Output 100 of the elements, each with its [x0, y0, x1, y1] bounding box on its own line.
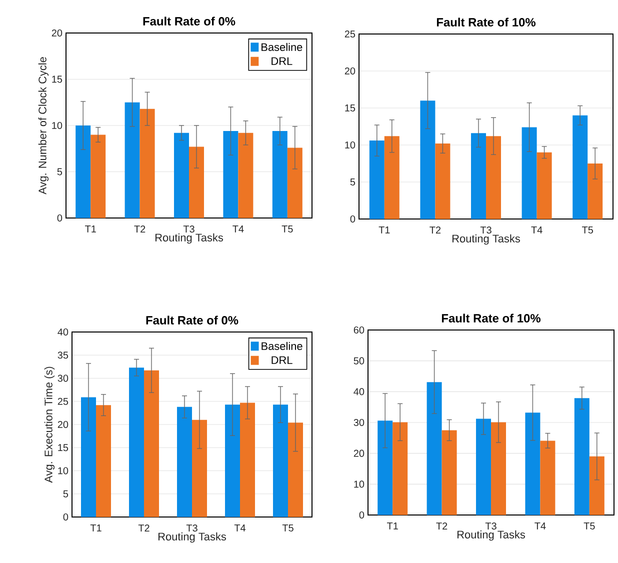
bar: [435, 144, 450, 219]
bar: [525, 412, 540, 515]
bar: [486, 136, 502, 219]
bar: [188, 146, 204, 218]
bar: [140, 108, 155, 218]
bar: [378, 420, 393, 515]
y-tick-label: 40: [58, 328, 68, 336]
x-tick-label: T4: [234, 524, 246, 532]
bar: [192, 420, 207, 517]
y-tick-label: 15: [58, 444, 68, 452]
bar: [369, 140, 384, 219]
y-axis-title: Avg. Number of Clock Cycle: [38, 57, 49, 194]
x-axis-title: Routing Tasks: [457, 530, 526, 541]
bar: [384, 136, 400, 219]
bar: [420, 100, 436, 219]
y-tick-label: 10: [58, 467, 68, 474]
bar: [144, 370, 159, 517]
y-tick-label: 20: [52, 29, 62, 37]
y-tick-label: 10: [52, 122, 62, 130]
x-tick-label: T5: [282, 226, 293, 232]
x-tick-label: T5: [282, 524, 294, 532]
bar: [588, 163, 603, 219]
bar: [392, 422, 408, 515]
bar: [174, 132, 189, 218]
bar: [540, 440, 556, 515]
bar: [129, 368, 144, 517]
y-tick-label: 30: [58, 374, 68, 382]
bar: [76, 125, 91, 218]
y-tick-label: 15: [345, 104, 356, 112]
bar: [177, 406, 192, 517]
legend-label: DRL: [272, 356, 292, 364]
bar: [471, 133, 486, 219]
bar: [81, 397, 96, 517]
y-tick-label: 10: [345, 141, 356, 149]
chart-title: Fault Rate of 0%: [143, 16, 236, 26]
bar: [225, 404, 240, 517]
bar: [273, 404, 288, 517]
y-tick-label: 0: [359, 511, 364, 519]
y-tick-label: 5: [63, 490, 68, 498]
x-tick-label: T1: [378, 226, 390, 234]
y-tick-label: 40: [354, 388, 364, 396]
bar: [272, 131, 288, 218]
bar: [223, 131, 238, 218]
bar: [90, 134, 106, 218]
x-axis-title: Routing Tasks: [155, 233, 224, 244]
y-tick-label: 25: [344, 30, 356, 38]
y-tick-label: 20: [58, 420, 68, 428]
x-tick-label: T3: [186, 524, 198, 532]
bar: [426, 382, 442, 515]
x-tick-label: T5: [582, 226, 594, 234]
chart-title: Fault Rate of 10%: [442, 314, 540, 322]
y-axis-title: Avg. Execution Time (s): [44, 366, 55, 483]
y-tick-label: 0: [63, 513, 68, 521]
x-tick-label: T2: [436, 522, 448, 530]
bar: [240, 402, 255, 517]
x-tick-label: T3: [485, 522, 496, 530]
bar: [522, 127, 537, 219]
y-tick-label: 0: [350, 215, 356, 223]
legend-label: DRL: [272, 57, 292, 65]
bar: [476, 418, 492, 515]
x-axis-title: Routing Tasks: [158, 532, 226, 543]
bar: [536, 152, 552, 219]
y-tick-label: 10: [354, 480, 364, 488]
bar: [574, 398, 590, 515]
x-tick-label: T2: [134, 226, 146, 232]
y-tick-label: 5: [57, 168, 62, 176]
bar: [96, 405, 111, 517]
bar: [287, 148, 302, 218]
legend-label: Baseline: [262, 342, 302, 350]
bar: [572, 115, 588, 219]
x-tick-label: T2: [430, 226, 441, 234]
chart-title: Fault Rate of 10%: [436, 18, 536, 26]
x-tick-label: T4: [232, 226, 244, 232]
x-tick-label: T5: [584, 522, 595, 530]
y-tick-label: 20: [354, 450, 364, 457]
x-tick-label: T1: [387, 522, 398, 530]
x-tick-label: T2: [138, 524, 150, 532]
x-axis-title: Routing Tasks: [452, 234, 520, 245]
y-tick-label: 60: [354, 326, 364, 334]
x-tick-label: T3: [183, 226, 194, 233]
bar: [238, 132, 254, 218]
bar: [124, 102, 140, 218]
x-tick-label: T1: [90, 524, 102, 532]
x-tick-label: T4: [534, 522, 546, 530]
x-tick-label: T4: [531, 226, 542, 234]
y-tick-label: 20: [344, 67, 356, 75]
y-tick-label: 0: [57, 214, 62, 222]
y-tick-label: 25: [58, 398, 68, 405]
bar: [589, 456, 604, 515]
bar: [288, 422, 303, 517]
x-tick-label: T3: [480, 226, 492, 234]
legend-label: Baseline: [262, 42, 302, 51]
chart-title: Fault Rate of 0%: [146, 316, 238, 324]
y-tick-label: 15: [52, 76, 62, 83]
bar: [491, 422, 506, 515]
y-tick-label: 30: [354, 418, 364, 426]
y-tick-label: 35: [58, 352, 68, 359]
bar: [442, 430, 457, 515]
y-tick-label: 50: [354, 357, 364, 364]
x-tick-label: T1: [85, 226, 96, 232]
